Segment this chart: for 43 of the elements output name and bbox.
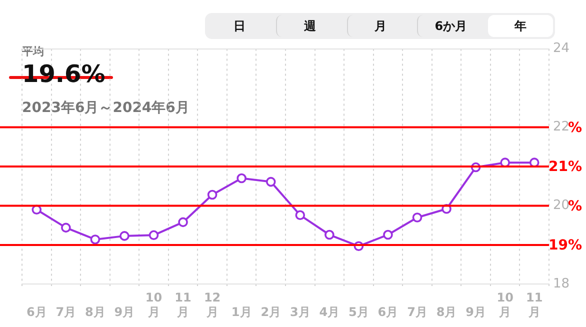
ref-line-label: % (568, 120, 582, 136)
x-tick-label: 11月 (526, 290, 543, 319)
point (90, 234, 100, 244)
point (324, 230, 334, 240)
point (61, 222, 71, 233)
x-tick-label: 3月 (290, 304, 310, 319)
x-tick-label: 8月 (436, 304, 457, 319)
point (148, 230, 159, 240)
x-tick-label: 8月 (85, 304, 106, 319)
y-tick-label: 20 (553, 198, 570, 214)
y-tick-label: 18 (553, 276, 570, 292)
x-tick-label: 1月 (231, 304, 252, 319)
y-tick-label: 22 (553, 120, 570, 135)
x-tick-label: 11月 (174, 290, 192, 319)
point (295, 210, 306, 220)
point (207, 190, 218, 200)
point (178, 217, 188, 228)
text: 週 (276, 15, 343, 37)
x-tick-label: 6月 (378, 304, 398, 319)
ref-line-label: 19% (548, 238, 582, 254)
ref-line-label: % (568, 198, 582, 214)
x-tick-label: 12月 (204, 290, 221, 319)
x-tick-label: 7月 (56, 304, 76, 319)
text: 年 (488, 15, 554, 37)
text: 日 (232, 18, 247, 35)
x-tick-label: 10月 (496, 290, 514, 319)
x-tick-label: 10月 (145, 290, 162, 319)
y-tick-label: 24 (553, 41, 570, 56)
x-tick-label: 5月 (348, 304, 369, 319)
x-tick-label: 6月 (26, 304, 47, 319)
x-tick-label: 9月 (466, 304, 486, 319)
text: 月 (346, 15, 414, 37)
point (236, 173, 246, 184)
point (120, 231, 130, 241)
ref-line-label: 21% (548, 159, 582, 176)
text: 6か月 (417, 15, 484, 37)
point (266, 176, 276, 187)
x-tick-label: 7月 (407, 304, 428, 319)
point (412, 212, 422, 222)
point (383, 230, 393, 240)
x-tick-label: 2月 (260, 304, 282, 319)
x-tick-label: 4月 (319, 304, 340, 319)
x-tick-label: 9月 (114, 304, 135, 319)
